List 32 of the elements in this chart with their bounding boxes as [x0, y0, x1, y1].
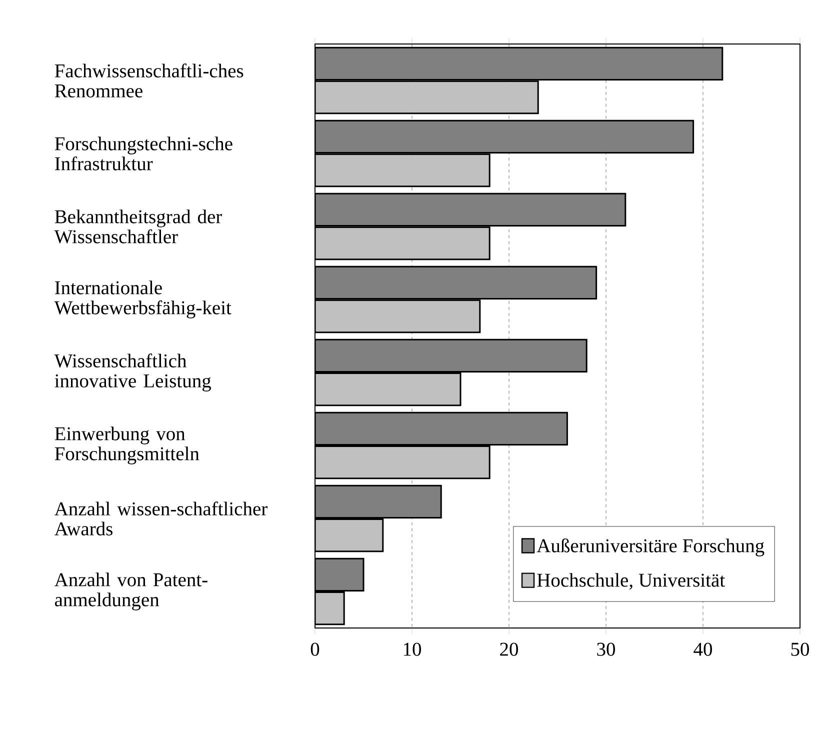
- bar: [315, 192, 626, 226]
- x-tick-label: 20: [500, 642, 518, 656]
- bar: [315, 120, 694, 154]
- y-tick-label: Einwerbung von Forschungsmitteln: [54, 426, 200, 464]
- x-tick-label: 10: [404, 642, 421, 656]
- y-tick-label: Bekanntheitsgrad der Wissenschaftler: [54, 210, 222, 244]
- bar: [315, 338, 588, 372]
- bar: [315, 226, 490, 260]
- x-tick-label: 40: [694, 642, 712, 656]
- y-tick-label: Internationale Wettbewerbsfähig-keit: [54, 280, 232, 318]
- y-tick-label: Forschungstechni-sche Infrastruktur: [54, 136, 232, 170]
- y-tick-label: Wissenschaftlich innovative Leistung: [54, 354, 211, 392]
- bar: [315, 412, 568, 446]
- bar: [315, 154, 490, 188]
- bar: [315, 518, 384, 552]
- bar: [315, 558, 364, 592]
- bar: [315, 446, 490, 480]
- legend-label: Außeruniversitäre Forschung: [536, 538, 764, 556]
- x-tick-label: 30: [597, 642, 616, 656]
- x-tick-label: 50: [791, 642, 810, 656]
- x-tick-label: 0: [310, 642, 320, 656]
- bar: [315, 372, 462, 406]
- bar: [315, 484, 442, 518]
- legend-label: Hochschule, Universität: [537, 573, 725, 590]
- bar: [315, 300, 481, 334]
- y-tick-label: Anzahl wissen-schaftlicher Awards: [54, 502, 268, 536]
- bar: [315, 80, 539, 114]
- y-tick-label: Fachwissenschaftli-ches Renommee: [54, 64, 244, 98]
- bar: [315, 592, 345, 626]
- bar: [315, 46, 724, 80]
- bar: [315, 266, 598, 300]
- y-tick-label: Anzahl von Patent-anmeldungen: [54, 572, 208, 610]
